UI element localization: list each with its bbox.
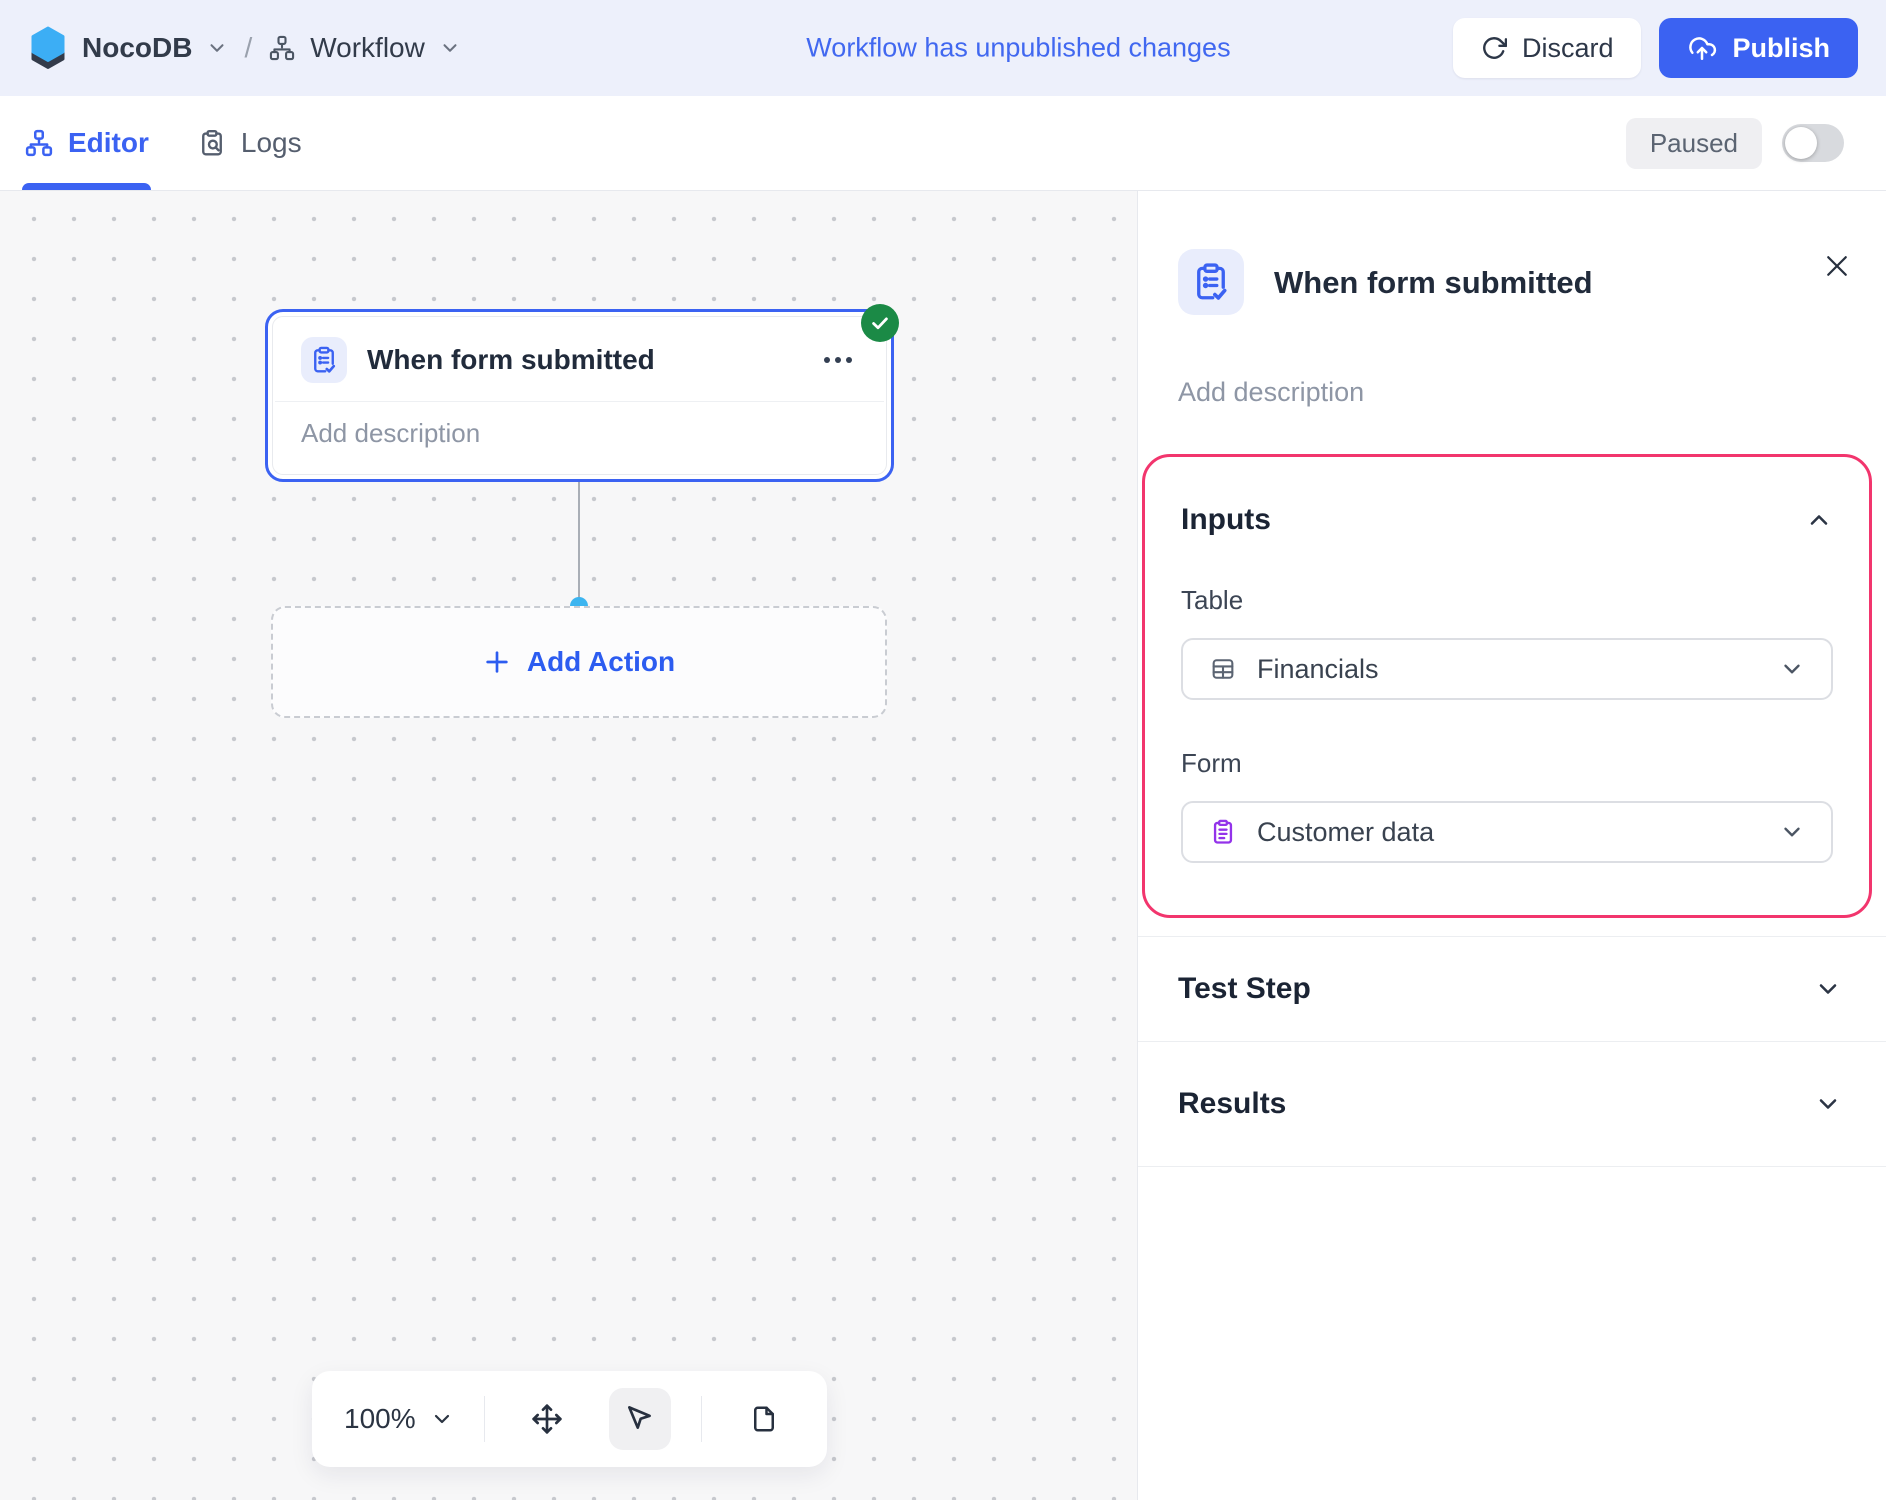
cursor-icon <box>624 1403 656 1435</box>
trigger-node[interactable]: When form submitted Add description <box>265 304 899 482</box>
add-action-button[interactable]: Add Action <box>271 606 887 718</box>
inputs-section-header[interactable]: Inputs <box>1181 503 1833 537</box>
node-divider <box>275 401 884 402</box>
panel-title: When form submitted <box>1274 265 1593 300</box>
tab-logs[interactable]: Logs <box>197 96 302 190</box>
panel-header: When form submitted <box>1138 191 1886 315</box>
logs-icon <box>197 128 227 158</box>
node-menu-button[interactable] <box>816 349 860 371</box>
move-icon <box>531 1403 563 1435</box>
chevron-down-icon <box>206 37 228 59</box>
workflow-canvas[interactable]: When form submitted Add description Add … <box>0 191 1137 1500</box>
trigger-node-title: When form submitted <box>367 344 655 375</box>
form-select-value: Customer data <box>1257 816 1435 847</box>
brand-menu[interactable]: NocoDB <box>28 25 228 71</box>
trigger-icon <box>1178 249 1244 315</box>
form-select[interactable]: Customer data <box>1181 801 1833 863</box>
zoom-level: 100% <box>344 1403 416 1434</box>
form-icon <box>1209 818 1237 846</box>
breadcrumb-separator: / <box>244 32 253 63</box>
table-select[interactable]: Financials <box>1181 638 1833 700</box>
header-actions: Discard Publish <box>1452 18 1858 78</box>
table-icon <box>1209 655 1237 683</box>
nocodb-logo-icon <box>28 25 68 71</box>
trigger-node-card: When form submitted Add description <box>272 316 887 475</box>
chevron-down-icon <box>430 1407 454 1431</box>
inputs-heading: Inputs <box>1181 503 1271 536</box>
discard-label: Discard <box>1521 32 1614 63</box>
file-icon <box>749 1404 779 1434</box>
tab-logs-label: Logs <box>240 127 302 158</box>
select-tool-button[interactable] <box>608 1388 671 1450</box>
editor-workflow-icon <box>24 128 54 158</box>
node-description-placeholder[interactable]: Add description <box>301 418 481 448</box>
main-area: When form submitted Add description Add … <box>0 191 1886 1500</box>
toolbar-divider <box>484 1396 486 1442</box>
notes-tool-button[interactable] <box>733 1388 795 1450</box>
toolbar-divider <box>701 1396 703 1442</box>
table-field-label: Table <box>1181 585 1244 615</box>
toggle-knob <box>1785 127 1817 159</box>
section-divider <box>1138 936 1886 937</box>
tab-editor-label: Editor <box>68 127 149 158</box>
inputs-section-highlight: Inputs Table Financials Form <box>1142 454 1872 918</box>
results-section-header[interactable]: Results <box>1138 1042 1886 1166</box>
chevron-down-icon <box>1779 656 1805 682</box>
canvas-toolbar: 100% <box>312 1371 827 1467</box>
unpublished-changes-message: Workflow has unpublished changes <box>806 32 1231 63</box>
tab-editor[interactable]: Editor <box>22 96 151 190</box>
discard-refresh-icon <box>1481 35 1507 61</box>
publish-cloud-upload-icon <box>1687 33 1717 63</box>
section-divider <box>1138 1166 1886 1167</box>
tabbar-right: Paused <box>1625 117 1862 169</box>
section-divider <box>1138 1041 1886 1042</box>
pan-tool-button[interactable] <box>516 1388 578 1450</box>
test-step-section-header[interactable]: Test Step <box>1138 937 1886 1041</box>
workflow-breadcrumb-menu[interactable]: Workflow <box>268 32 461 64</box>
chevron-down-icon <box>1814 1090 1842 1118</box>
node-config-panel: When form submitted Add description Inpu… <box>1137 191 1886 1500</box>
add-action-label: Add Action <box>526 646 676 677</box>
test-step-heading: Test Step <box>1178 972 1311 1005</box>
plus-icon <box>483 648 511 676</box>
chevron-down-icon <box>439 37 461 59</box>
publish-button[interactable]: Publish <box>1659 18 1858 78</box>
paused-toggle[interactable] <box>1782 124 1844 162</box>
form-field-label: Form <box>1181 748 1242 778</box>
panel-description-placeholder[interactable]: Add description <box>1178 377 1365 407</box>
brand-name: NocoDB <box>82 32 193 63</box>
paused-label: Paused <box>1625 117 1762 169</box>
chevron-down-icon <box>1814 975 1842 1003</box>
discard-button[interactable]: Discard <box>1452 18 1642 78</box>
publish-label: Publish <box>1732 32 1830 63</box>
trigger-icon <box>301 337 347 383</box>
zoom-dropdown[interactable]: 100% <box>344 1403 454 1435</box>
results-heading: Results <box>1178 1087 1287 1120</box>
close-icon[interactable] <box>1818 247 1856 285</box>
tab-bar: Editor Logs Paused <box>0 96 1886 191</box>
workflow-breadcrumb-label: Workflow <box>310 32 425 63</box>
app-header: NocoDB / Workflow Workflow has unpublish… <box>0 0 1886 96</box>
connector-line <box>578 482 580 606</box>
chevron-down-icon <box>1779 819 1805 845</box>
workflow-icon <box>268 34 296 62</box>
trigger-node-header: When form submitted <box>273 317 886 401</box>
table-select-value: Financials <box>1257 653 1379 684</box>
success-check-icon <box>861 304 899 342</box>
chevron-up-icon <box>1805 506 1833 534</box>
